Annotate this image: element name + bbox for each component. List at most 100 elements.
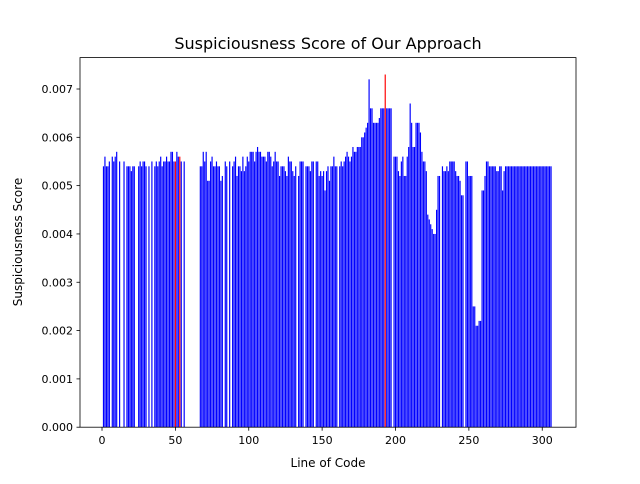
bar xyxy=(259,151,262,428)
bar xyxy=(516,166,518,428)
bar xyxy=(340,161,342,428)
bar xyxy=(375,122,378,428)
bar xyxy=(254,161,256,428)
bar xyxy=(462,195,464,428)
y-tick-label: 0.002 xyxy=(42,325,74,338)
bar xyxy=(305,166,307,428)
plot-frame xyxy=(79,57,577,428)
bar xyxy=(226,166,228,428)
bar xyxy=(531,166,533,428)
bar xyxy=(386,108,388,428)
bar xyxy=(301,161,303,428)
bar xyxy=(255,151,257,428)
x-tick-label: 100 xyxy=(238,434,259,447)
bar xyxy=(207,180,209,428)
bar xyxy=(183,161,185,428)
bar xyxy=(466,161,468,428)
bar xyxy=(176,151,178,428)
bar xyxy=(249,151,251,428)
y-tick-label: 0.007 xyxy=(42,83,74,96)
bar xyxy=(158,161,160,428)
bar xyxy=(503,171,505,428)
bar xyxy=(449,161,451,428)
bar xyxy=(387,108,389,428)
bar xyxy=(105,166,107,428)
bar xyxy=(418,122,420,428)
bar xyxy=(327,166,329,428)
bar xyxy=(510,166,513,428)
bar xyxy=(364,132,366,428)
bar xyxy=(509,166,511,428)
bar xyxy=(424,161,426,428)
bar xyxy=(458,175,460,428)
bar xyxy=(165,156,168,428)
bar xyxy=(287,156,289,428)
bar xyxy=(455,171,457,428)
bar xyxy=(277,161,279,428)
bar xyxy=(202,151,204,428)
bar xyxy=(126,166,128,428)
bar xyxy=(107,166,109,428)
bar xyxy=(485,161,488,428)
x-axis-label: Line of Code xyxy=(291,456,366,470)
bar xyxy=(425,171,427,428)
bar xyxy=(437,175,439,428)
bar xyxy=(519,166,521,428)
bar xyxy=(237,166,240,428)
bar xyxy=(488,166,490,428)
bar xyxy=(402,156,404,428)
bar xyxy=(211,156,213,428)
bar xyxy=(374,122,376,428)
x-axis-ticks: 0 50 100 150 200 250 300 xyxy=(99,427,553,447)
bar xyxy=(529,166,532,428)
bar xyxy=(234,156,237,428)
bar xyxy=(472,306,474,428)
bar xyxy=(328,180,331,428)
bar xyxy=(352,146,354,428)
bar xyxy=(199,166,201,428)
bar xyxy=(430,224,432,428)
bar xyxy=(280,166,282,428)
bar xyxy=(493,166,495,428)
bar xyxy=(129,166,131,428)
bar xyxy=(133,166,135,428)
bar-highlighted xyxy=(384,74,386,428)
bar xyxy=(233,161,235,428)
x-tick-label: 300 xyxy=(532,434,553,447)
bar xyxy=(546,166,548,428)
bar xyxy=(446,166,448,428)
bar xyxy=(484,175,486,428)
bar xyxy=(148,166,150,428)
bar xyxy=(453,161,455,428)
bar xyxy=(526,166,529,428)
bar xyxy=(512,166,514,428)
bar xyxy=(268,151,270,428)
bar xyxy=(119,161,121,428)
bar xyxy=(482,190,485,428)
x-tick-label: 150 xyxy=(312,434,333,447)
bar xyxy=(167,161,169,428)
bar xyxy=(292,171,294,428)
bar xyxy=(218,166,220,428)
bar xyxy=(500,166,502,428)
bar xyxy=(421,151,423,428)
bar xyxy=(336,166,338,428)
bar xyxy=(499,166,501,428)
bar xyxy=(487,161,489,428)
x-tick-label: 200 xyxy=(385,434,406,447)
bar xyxy=(270,156,272,428)
bar xyxy=(369,108,372,428)
bar xyxy=(452,161,454,428)
bar xyxy=(541,166,543,428)
bar xyxy=(331,166,333,428)
bar xyxy=(409,103,411,428)
bar xyxy=(320,171,322,428)
x-tick-label: 0 xyxy=(99,434,106,447)
bar xyxy=(256,146,259,428)
bar xyxy=(535,166,537,428)
bar xyxy=(116,151,118,428)
bar xyxy=(274,151,276,428)
bar xyxy=(123,161,125,428)
bar xyxy=(232,166,234,428)
bar xyxy=(465,161,467,428)
